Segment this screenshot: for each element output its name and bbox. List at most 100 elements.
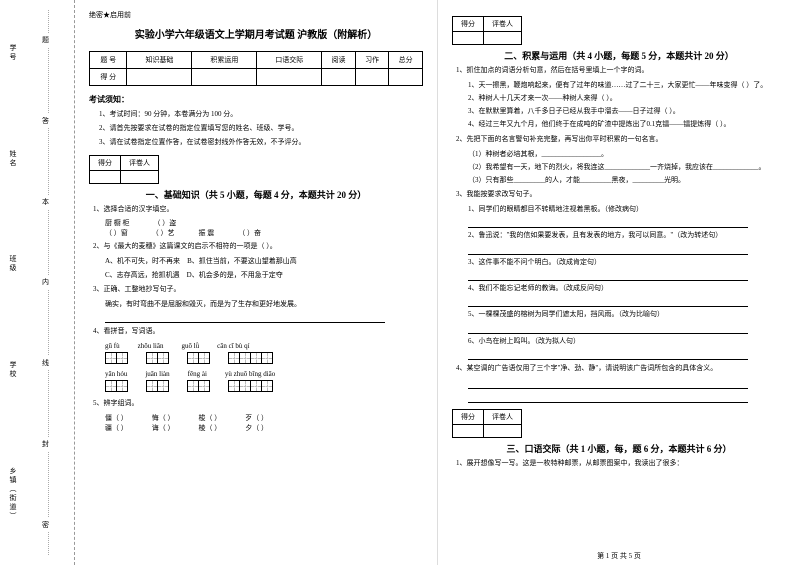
char-grid: [105, 380, 128, 392]
s2q2: 2、先把下面的名言警句补充完整，再写出你平时积累的一句名言。: [456, 134, 786, 146]
answer-line: [468, 349, 786, 360]
char-grid: [105, 352, 128, 364]
char-grid-row: [105, 380, 423, 392]
section2-head: 得分评卷人: [452, 16, 786, 45]
char-grid: [146, 380, 169, 392]
section1-head: 得分评卷人: [89, 155, 423, 184]
q5: 5、辨字组词。: [93, 398, 423, 410]
s2q2-item: （1）种树者必培其根，_________________。: [468, 149, 786, 160]
word-pair: 僵（ ）: [105, 413, 128, 423]
pinyin: gū fù: [105, 342, 120, 350]
s2q1-item: 2、种树人十几天才来一次——种树人来得（ ）。: [468, 93, 786, 104]
score-header: 总分: [389, 52, 423, 69]
spine-char: 本: [42, 195, 49, 209]
s2q1: 1、抓住加点的词语分析句意，然后在括号里填上一个字的词。: [456, 65, 786, 77]
spine-label: 班级: [8, 255, 18, 273]
s2q3-item: 3、这件事不能不问个明白。（改成肯定句）: [468, 257, 786, 268]
grade-label: 得分: [453, 17, 484, 32]
pinyin-row: gū fùzhōu liǎnguō lǜcān cī bù qí: [105, 342, 423, 350]
section1-title: 一、基础知识（共 5 小题，每题 4 分，本题共计 20 分）: [89, 188, 423, 201]
binding-spine: 学号 姓名 班级 学校 乡镇（街道） 题 答 本 内 线 封 密: [0, 0, 75, 565]
word-pair: 夕（ ）: [245, 423, 268, 433]
grader-label: 评卷人: [484, 409, 522, 424]
char-grid: [146, 352, 169, 364]
score-cell: [192, 69, 257, 86]
answer-line: [468, 391, 786, 402]
s2q3-item: 2、鲁迅说："我的信如果要发表，且有发表的地方，我可以同意。"（改为转述句）: [468, 230, 786, 241]
grade-box: 得分评卷人: [89, 155, 159, 184]
notice-item: 2、请首先按要求在试卷的指定位置填写您的姓名、班级、学号。: [99, 123, 423, 134]
grade-cell: [453, 32, 484, 45]
section3-title: 三、口语交际（共 1 小题，每，题 6 分，本题共计 6 分）: [452, 442, 786, 455]
choice: （ ）盗: [154, 218, 177, 228]
s2q3-item: 4、我们不能忘记老师的教诲。（改成反问句）: [468, 283, 786, 294]
s2q3-item: 5、一棵棵茂盛的榕树为同学们遮太阳，挡风雨。（改为比喻句）: [468, 309, 786, 320]
pinyin-row: yān hóujuān liànfēng àiyù zhuō bīng diāo: [105, 370, 423, 378]
s2q4: 4、某空调的广告语仅用了三个字"净、劲、静"，请说明该广告词所包含的具体含义。: [456, 363, 786, 375]
score-cell: [389, 69, 423, 86]
s2q3-item: 6、小鸟在树上鸣叫。（改为拟人句）: [468, 336, 786, 347]
answer-line: [468, 217, 786, 228]
score-row-label: 得 分: [90, 69, 127, 86]
spine-char: 答: [42, 114, 49, 128]
q1: 1、选择合适的汉字填空。: [93, 204, 423, 216]
q2: 2、与《最大的麦穗》这篇课文的启示不相符的一项是（ ）。: [93, 241, 423, 253]
score-table: 题 号 知识基础 积累运用 口语交际 阅读 习作 总分 得 分: [89, 51, 423, 86]
q5-row: 疆（ ）诲（ ）棱（ ）夕（ ）: [105, 423, 423, 433]
answer-line: [468, 323, 786, 334]
answer-line: [468, 244, 786, 255]
grader-cell: [484, 32, 522, 45]
grader-cell: [484, 424, 522, 437]
s2q1-item: 1、天一擦黑，鞭炮响起来，便有了过年的味道……过了二十三，大家更忙——年味变得（…: [468, 80, 786, 91]
choice: 厨 橱 柜: [105, 218, 130, 228]
page-left: 绝密★启用前 实验小学六年级语文上学期月考试题 沪教版（附解析） 题 号 知识基…: [75, 0, 438, 565]
answer-line: [468, 296, 786, 307]
q2-opt: A、机不可失，时不再来 B、抓住当前，不要这山望着那山高: [105, 256, 423, 267]
s3q1: 1、展开想像写一写。这是一枚特种邮票，从邮票图案中，我读出了很多：: [456, 458, 786, 470]
spine-chars: 题 答 本 内 线 封 密: [42, 0, 49, 565]
q3-text: 确实，有时弯曲不是屈服和毁灭，而是为了生存和更好地发展。: [105, 299, 423, 310]
word-pair: 诲（ ）: [152, 423, 175, 433]
spine-char: 密: [42, 518, 49, 532]
pinyin: fēng ài: [188, 370, 207, 378]
answer-line: [105, 312, 423, 323]
q1-choices: （ ）窗 （ ）艺 振 震 （ ）奋: [105, 228, 423, 238]
q3: 3、正确、工整地抄写句子。: [93, 284, 423, 296]
char-grid: [228, 380, 273, 392]
s2q1-item: 4、经过三年又九个月，他们终于在成吨的矿渣中提炼出了0.1克镭——镭提炼得（ ）…: [468, 119, 786, 130]
notice-title: 考试须知：: [89, 94, 423, 105]
word-pair: 疆（ ）: [105, 423, 128, 433]
choice: （ ）窗: [105, 228, 128, 238]
spine-label: 乡镇（街道）: [8, 467, 18, 521]
s2q2-item: （2）我希望有一天，地下的烈火，将我连这_____________一齐烧掉，我应…: [468, 162, 786, 173]
section3-head: 得分评卷人: [452, 409, 786, 438]
grader-cell: [121, 170, 159, 183]
pinyin: cān cī bù qí: [217, 342, 249, 350]
grade-box: 得分评卷人: [452, 409, 522, 438]
score-cell: [322, 69, 356, 86]
pinyin: juān liàn: [145, 370, 169, 378]
pinyin: zhōu liǎn: [138, 342, 164, 350]
spine-char: 内: [42, 275, 49, 289]
spine-char: 题: [42, 33, 49, 47]
spine-char: 线: [42, 356, 49, 370]
notice-item: 1、考试时间：90 分钟，本卷满分为 100 分。: [99, 109, 423, 120]
choice: （ ）艺: [152, 228, 175, 238]
pages: 绝密★启用前 实验小学六年级语文上学期月考试题 沪教版（附解析） 题 号 知识基…: [75, 0, 800, 565]
q1-choices: 厨 橱 柜 （ ）盗: [105, 218, 423, 228]
page-right: 得分评卷人 二、积累与运用（共 4 小题，每题 5 分，本题共计 20 分） 1…: [438, 0, 800, 565]
score-header: 口语交际: [257, 52, 322, 69]
answer-line: [468, 378, 786, 389]
score-header: 积累运用: [192, 52, 257, 69]
score-cell: [127, 69, 192, 86]
spine-label: 学号: [8, 44, 18, 62]
opt-text: B、抓住当前，不要这山望着那山高: [187, 257, 297, 265]
score-cell: [257, 69, 322, 86]
q2-opt: C、志存高远，抢抓机遇 D、机会多的是，不用急于定夺: [105, 270, 423, 281]
pinyin: yù zhuō bīng diāo: [225, 370, 275, 378]
score-header: 习作: [355, 52, 389, 69]
score-cell: [355, 69, 389, 86]
opt-text: A、机不可失，时不再来: [105, 257, 180, 265]
opt-text: C、志存高远，抢抓机遇: [105, 271, 180, 279]
section2-title: 二、积累与运用（共 4 小题，每题 5 分，本题共计 20 分）: [452, 49, 786, 62]
